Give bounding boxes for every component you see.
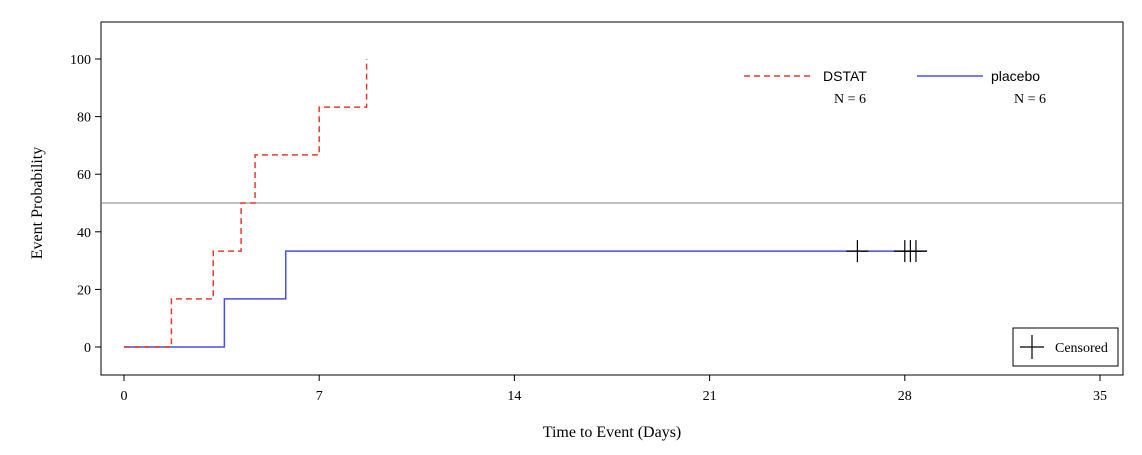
legend-dstat-label: DSTAT <box>823 68 867 84</box>
x-tick-label: 14 <box>507 389 521 404</box>
y-tick-label: 0 <box>84 341 91 356</box>
censored-mark <box>904 240 927 263</box>
x-tick-label: 7 <box>316 389 323 404</box>
x-axis-label: Time to Event (Days) <box>543 424 682 441</box>
x-tick-label: 35 <box>1093 389 1107 404</box>
x-tick-label: 28 <box>898 389 912 404</box>
y-tick-label: 100 <box>70 53 91 68</box>
x-tick-label: 0 <box>121 389 128 404</box>
censored-legend-label: Censored <box>1055 341 1108 356</box>
legend-placebo-n: N = 6 <box>1014 92 1046 107</box>
plot-area <box>100 21 1124 376</box>
series-layer <box>124 59 928 348</box>
legend-dstat-n: N = 6 <box>834 92 866 107</box>
y-tick-label: 40 <box>77 226 91 241</box>
y-axis-label: Event Probability <box>29 147 46 259</box>
y-axis: 0 20 40 60 80 100 <box>70 53 101 356</box>
x-tick-label: 21 <box>703 389 717 404</box>
legend-placebo-label: placebo <box>991 68 1040 84</box>
series-line-placebo <box>124 250 928 348</box>
legend: DSTAT N = 6 placebo N = 6 <box>744 68 1046 107</box>
plot-frame <box>100 21 1124 376</box>
x-axis: 0 7 14 21 28 35 <box>121 375 1107 404</box>
series-line-dstat <box>124 59 368 348</box>
y-tick-label: 80 <box>77 111 91 126</box>
censored-legend: Censored <box>1012 327 1119 367</box>
y-tick-label: 20 <box>77 283 91 298</box>
censored-mark <box>846 240 869 263</box>
y-tick-label: 60 <box>77 168 91 183</box>
